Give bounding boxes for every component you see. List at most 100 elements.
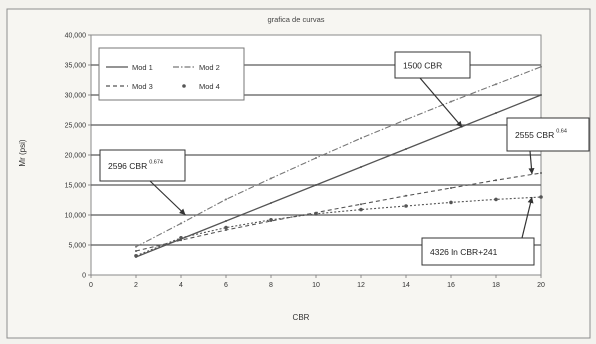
data-point bbox=[134, 254, 138, 258]
annotation-arrowhead bbox=[456, 120, 463, 128]
annotation-callout: 2555 CBR 0.64 bbox=[506, 117, 590, 175]
annotation-arrow bbox=[419, 77, 463, 128]
legend-label: Mod 1 bbox=[132, 63, 153, 72]
legend-item: Mod 2 bbox=[173, 63, 220, 72]
y-tick-label: 5,000 bbox=[68, 243, 86, 250]
x-tick-label: 6 bbox=[224, 282, 228, 289]
annotation-arrow bbox=[149, 180, 186, 216]
annotation-callout: 2596 CBR 0.674 bbox=[99, 149, 186, 216]
data-point bbox=[269, 218, 273, 222]
data-point bbox=[540, 172, 542, 174]
data-point bbox=[360, 203, 362, 206]
y-tick-label: 25,000 bbox=[65, 123, 87, 130]
y-tick-label: 30,000 bbox=[65, 93, 87, 100]
data-point bbox=[270, 177, 272, 180]
x-tick-label: 12 bbox=[357, 282, 365, 289]
data-point bbox=[225, 220, 227, 222]
data-point bbox=[495, 83, 497, 86]
data-point bbox=[225, 198, 227, 201]
data-point bbox=[495, 179, 497, 182]
annotation-arrowhead bbox=[527, 197, 534, 204]
data-point bbox=[360, 166, 362, 168]
series-line bbox=[135, 172, 542, 252]
annotation-label: 2596 CBR bbox=[108, 161, 147, 171]
data-point bbox=[405, 118, 407, 121]
legend-label: Mod 2 bbox=[199, 63, 220, 72]
legend-label: Mod 4 bbox=[199, 82, 220, 91]
legend-item: Mod 1 bbox=[106, 63, 153, 72]
legend-box bbox=[98, 47, 245, 101]
legend: Mod 1 Mod 2 Mod 3 Mod 4 bbox=[98, 47, 245, 101]
data-point bbox=[405, 194, 407, 197]
data-point bbox=[360, 137, 362, 140]
annotations: 1500 CBR 2555 CBR 0.64 2596 CBR 0.674 4326 ln… bbox=[99, 51, 590, 266]
series-mod-4 bbox=[134, 195, 543, 258]
y-tick-label: 15,000 bbox=[65, 183, 87, 190]
data-point bbox=[314, 212, 318, 216]
x-tick-label: 10 bbox=[312, 282, 320, 289]
x-tick-label: 14 bbox=[402, 282, 410, 289]
series-line bbox=[135, 94, 542, 258]
x-tick-label: 8 bbox=[269, 282, 273, 289]
data-point bbox=[135, 250, 137, 252]
x-tick-label: 2 bbox=[134, 282, 138, 289]
annotation-label: 4326 ln CBR+241 bbox=[430, 247, 498, 257]
y-tick-label: 20,000 bbox=[65, 153, 87, 160]
data-point bbox=[450, 130, 452, 132]
data-point bbox=[270, 202, 272, 204]
annotation-box bbox=[99, 149, 186, 182]
series-layer bbox=[134, 65, 543, 258]
data-point bbox=[180, 239, 182, 242]
y-tick-label: 10,000 bbox=[65, 213, 87, 220]
data-point bbox=[180, 222, 182, 225]
series-line bbox=[135, 66, 542, 248]
annotation-arrow bbox=[521, 196, 533, 239]
y-tick-label: 0 bbox=[82, 273, 86, 280]
annotation-box bbox=[506, 117, 590, 152]
legend-swatch bbox=[182, 84, 186, 88]
annotation-box bbox=[394, 51, 471, 79]
legend-item: Mod 4 bbox=[182, 82, 220, 91]
y-axis-title: Mr (psi) bbox=[18, 139, 27, 166]
annotation-callout: 4326 ln CBR+241 bbox=[421, 196, 535, 266]
data-point bbox=[135, 245, 137, 248]
legend-item: Mod 3 bbox=[106, 82, 153, 91]
annotation-exponent: 0.64 bbox=[556, 129, 567, 135]
data-point bbox=[450, 187, 452, 189]
x-tick-label: 18 bbox=[492, 282, 500, 289]
series-mod-2 bbox=[135, 65, 542, 248]
annotation-arrowhead bbox=[179, 208, 186, 215]
data-point bbox=[540, 94, 542, 96]
annotation-arrowhead bbox=[528, 167, 535, 175]
annotation-label: 2555 CBR bbox=[515, 130, 554, 140]
annotation-exponent: 0.674 bbox=[149, 160, 163, 166]
y-tick-label: 35,000 bbox=[65, 63, 87, 70]
x-tick-label: 0 bbox=[89, 282, 93, 289]
x-axis-title: CBR bbox=[293, 313, 310, 322]
x-tick-label: 20 bbox=[537, 282, 545, 289]
data-point bbox=[450, 100, 452, 103]
annotation-callout: 1500 CBR bbox=[394, 51, 471, 128]
data-point bbox=[225, 229, 227, 231]
annotation-label: 1500 CBR bbox=[403, 61, 442, 71]
data-point bbox=[495, 112, 497, 114]
data-point bbox=[224, 225, 228, 230]
x-tick-label: 16 bbox=[447, 282, 455, 289]
chart-title: grafica de curvas bbox=[267, 15, 324, 24]
data-point bbox=[405, 148, 407, 150]
data-point bbox=[539, 195, 543, 199]
y-tick-label: 40,000 bbox=[65, 33, 87, 40]
data-point bbox=[449, 200, 453, 205]
x-tick-label: 4 bbox=[179, 282, 183, 289]
legend-label: Mod 3 bbox=[132, 82, 153, 91]
annotation-box bbox=[421, 237, 535, 266]
data-point bbox=[540, 65, 542, 68]
data-point bbox=[315, 157, 317, 159]
series-line bbox=[135, 196, 542, 257]
x-axis-ticks: 0 2 4 6 8 10 12 14 16 18 20 bbox=[89, 275, 545, 289]
data-point bbox=[315, 184, 317, 186]
data-point bbox=[494, 197, 498, 202]
data-point bbox=[404, 204, 408, 208]
data-point bbox=[179, 236, 183, 240]
